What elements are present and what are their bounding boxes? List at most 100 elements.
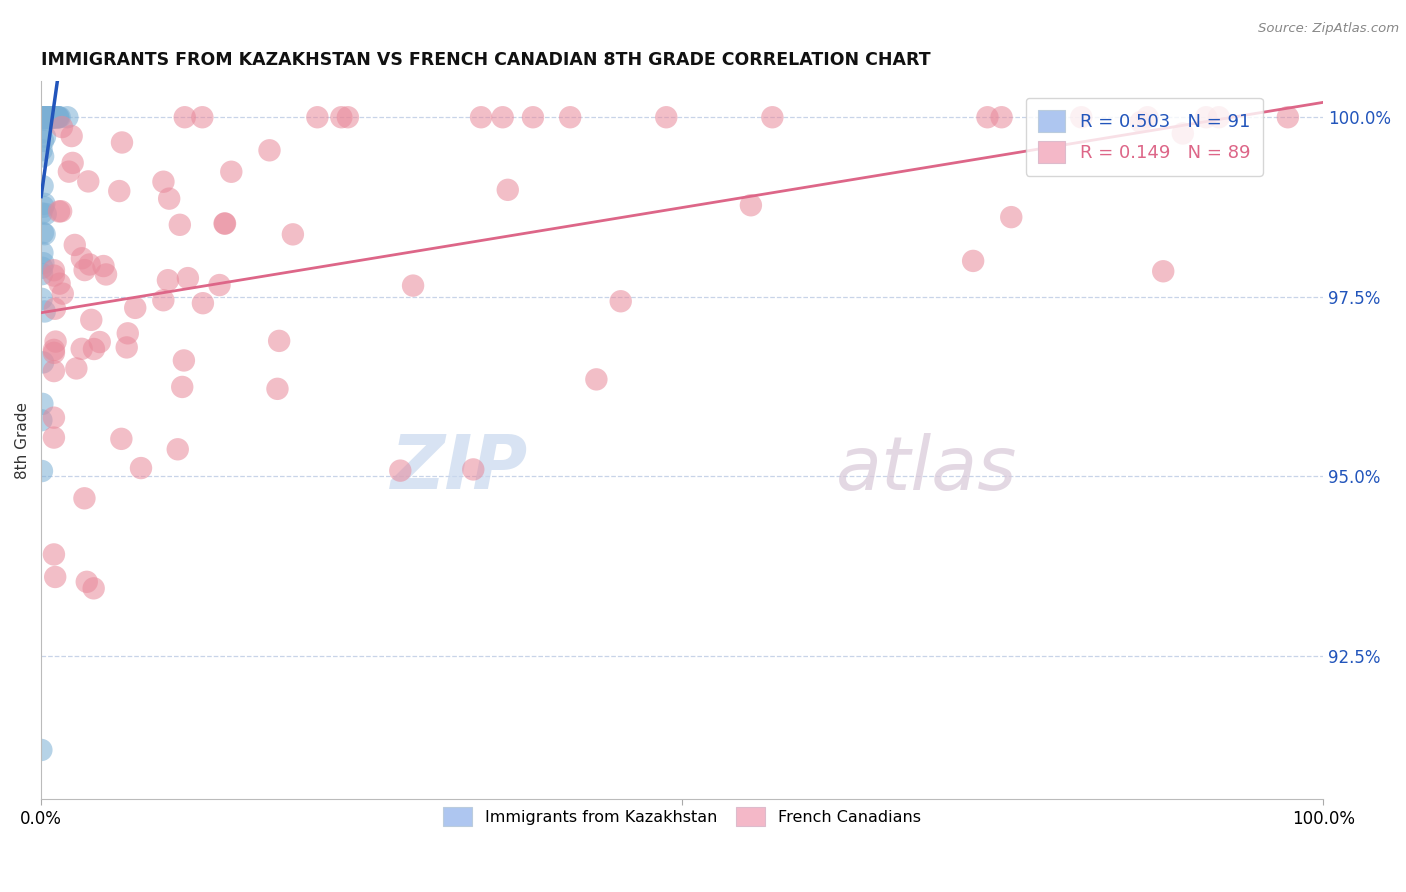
Point [52, 286, 75, 301]
Point [492, 110, 515, 124]
Point [42, 110, 65, 124]
Point [30, 413, 52, 427]
Point [266, 382, 288, 396]
Point [31, 110, 53, 124]
Point [73, 491, 96, 506]
Point [32, 110, 55, 124]
Point [35, 110, 58, 124]
Point [35, 207, 58, 221]
Point [976, 110, 998, 124]
Point [389, 464, 412, 478]
Point [35, 110, 58, 124]
Point [42, 548, 65, 562]
Point [32, 149, 55, 163]
Point [152, 175, 174, 189]
Point [31, 110, 53, 124]
Point [35, 110, 58, 124]
Point [48, 110, 70, 124]
Point [307, 110, 329, 124]
Point [32, 256, 55, 270]
Point [191, 110, 214, 124]
Point [46, 110, 69, 124]
Point [35, 110, 58, 124]
Point [56, 110, 79, 124]
Legend: Immigrants from Kazakhstan, French Canadians: Immigrants from Kazakhstan, French Canad… [436, 799, 929, 834]
Point [37, 110, 59, 124]
Point [42, 343, 65, 357]
Point [60, 129, 83, 144]
Point [740, 198, 762, 212]
Point [1277, 110, 1299, 124]
Point [214, 217, 236, 231]
Point [32, 134, 55, 148]
Point [34, 110, 56, 124]
Point [1171, 127, 1194, 141]
Point [31, 267, 53, 281]
Point [990, 110, 1012, 124]
Text: IMMIGRANTS FROM KAZAKHSTAN VS FRENCH CANADIAN 8TH GRADE CORRELATION CHART: IMMIGRANTS FROM KAZAKHSTAN VS FRENCH CAN… [41, 51, 931, 69]
Point [496, 183, 519, 197]
Point [269, 334, 291, 348]
Point [42, 263, 65, 277]
Point [31, 143, 53, 157]
Point [41, 110, 63, 124]
Point [93, 259, 115, 273]
Point [655, 110, 678, 124]
Point [32, 355, 55, 369]
Point [38, 110, 60, 124]
Point [281, 227, 304, 242]
Point [30, 743, 52, 757]
Point [42, 110, 65, 124]
Point [77, 174, 100, 188]
Point [191, 296, 214, 310]
Point [48, 277, 70, 291]
Point [73, 263, 96, 277]
Point [34, 110, 56, 124]
Point [37, 110, 59, 124]
Point [45, 110, 67, 124]
Point [31, 110, 53, 124]
Point [48, 204, 70, 219]
Point [522, 110, 544, 124]
Point [37, 110, 59, 124]
Point [585, 372, 607, 386]
Point [44, 570, 66, 584]
Point [34, 110, 56, 124]
Point [32, 110, 55, 124]
Point [37, 110, 59, 124]
Point [962, 254, 984, 268]
Point [34, 110, 56, 124]
Point [32, 112, 55, 127]
Point [34, 110, 56, 124]
Point [42, 364, 65, 378]
Point [34, 110, 56, 124]
Point [34, 129, 56, 144]
Point [129, 461, 152, 475]
Point [41, 110, 63, 124]
Point [31, 110, 53, 124]
Point [44, 301, 66, 316]
Point [34, 197, 56, 211]
Point [32, 110, 55, 124]
Point [172, 380, 194, 394]
Point [1000, 210, 1022, 224]
Point [62, 156, 84, 170]
Point [94, 268, 117, 282]
Point [41, 110, 63, 124]
Point [336, 110, 359, 124]
Point [402, 278, 425, 293]
Point [51, 120, 73, 134]
Point [259, 144, 281, 158]
Point [169, 218, 191, 232]
Point [37, 110, 59, 124]
Point [34, 304, 56, 318]
Point [46, 110, 69, 124]
Point [34, 110, 56, 124]
Point [35, 110, 58, 124]
Point [177, 271, 200, 285]
Point [45, 334, 67, 349]
Point [38, 110, 60, 124]
Point [38, 110, 60, 124]
Point [156, 273, 179, 287]
Point [31, 110, 53, 124]
